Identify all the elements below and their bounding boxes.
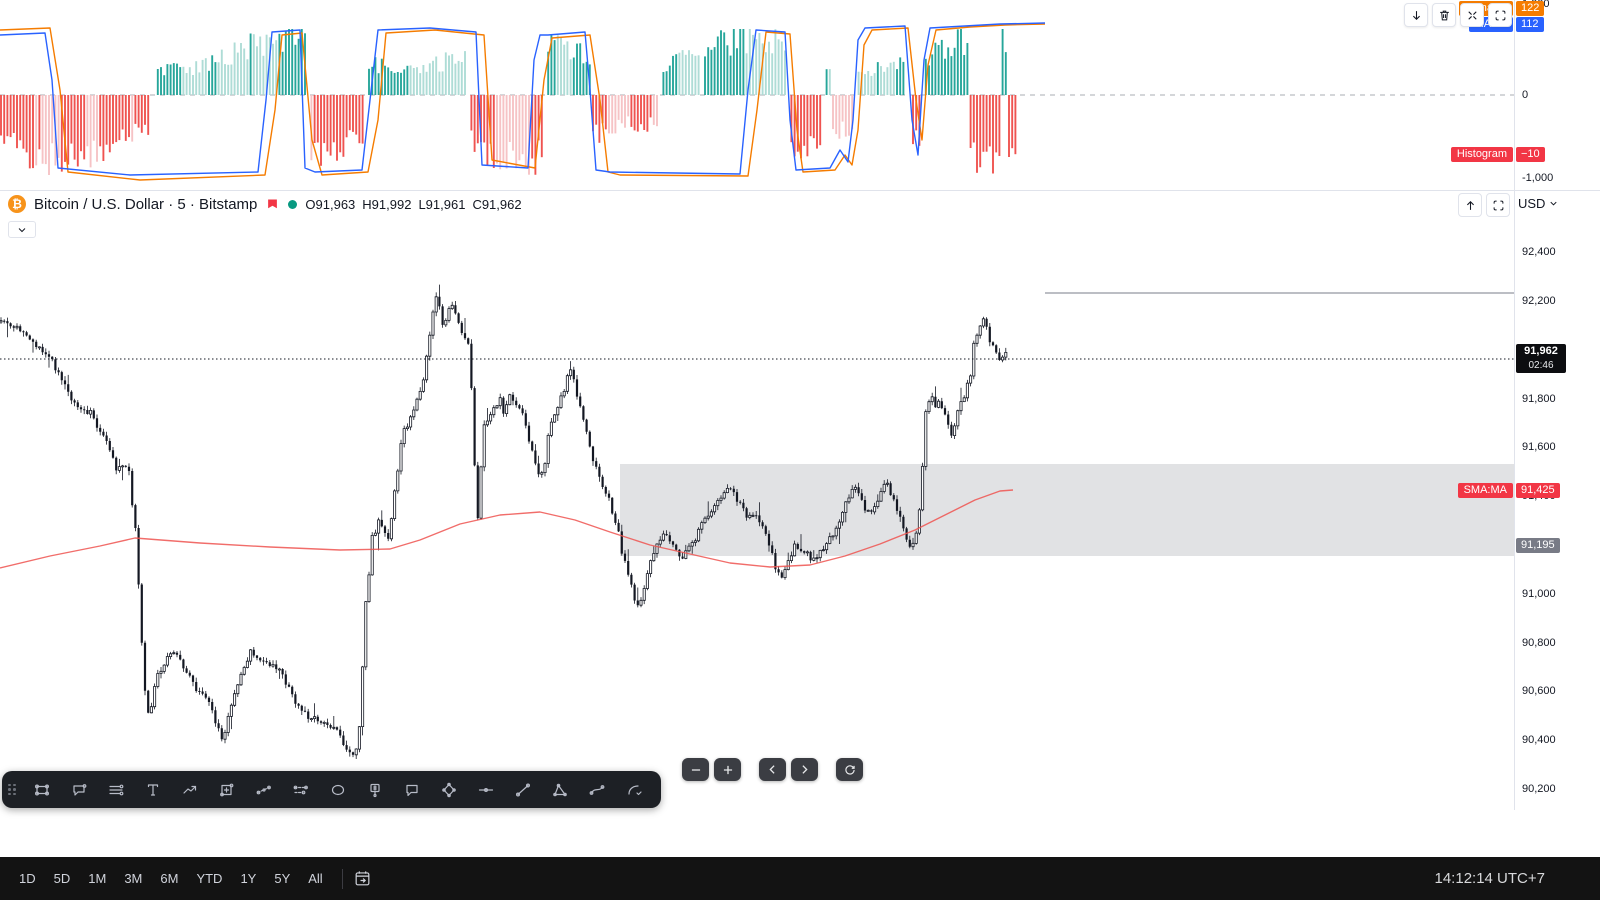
chevron-down-icon: [1550, 201, 1558, 206]
curve-tool[interactable]: [579, 775, 614, 805]
range-button-5d[interactable]: 5D: [53, 871, 71, 886]
trend-line-tool[interactable]: [505, 775, 540, 805]
indicator-scale-tick: -1,000: [1522, 172, 1554, 184]
price-tick: 91,000: [1522, 587, 1556, 600]
range-button-ytd[interactable]: YTD: [196, 871, 223, 886]
signal-line: [0, 23, 1046, 181]
polyline-tool[interactable]: [172, 775, 207, 805]
range-button-1m[interactable]: 1M: [88, 871, 107, 886]
price-tick: 90,600: [1522, 685, 1556, 698]
scroll-right-button[interactable]: [791, 758, 818, 781]
maximize-pane-button[interactable]: [1460, 3, 1484, 27]
zoom-out-button[interactable]: [682, 758, 709, 781]
ohlc-h: H91,992: [362, 196, 412, 212]
price-tick: 90,800: [1522, 636, 1556, 649]
delete-pane-button[interactable]: [1432, 3, 1456, 27]
bar-countdown: 02:46: [1528, 360, 1554, 371]
chart-plot-area[interactable]: [0, 0, 1514, 810]
flag-icon[interactable]: [265, 197, 280, 212]
rectangle-tool[interactable]: [24, 775, 59, 805]
toolbar-drag-handle[interactable]: [8, 783, 16, 796]
ohlc-values: O91,963 H91,992 L91,961 C91,962: [305, 197, 521, 212]
price-axis-separator: [1514, 0, 1515, 810]
symbol-title[interactable]: Bitcoin / U.S. Dollar · 5 · Bitstamp: [34, 195, 258, 213]
time-scale[interactable]: 0015:0018:0021:001303:0006:0009:0012:001…: [0, 810, 1600, 857]
price-label-tool[interactable]: [357, 775, 392, 805]
scroll-left-button[interactable]: [759, 758, 786, 781]
bottom-toolbar: 1D 5D 1M 3M 6M YTD 1Y 5Y All 14:12:14 UTC+7: [0, 857, 1600, 900]
reset-chart-button[interactable]: [836, 758, 863, 781]
range-button-all[interactable]: All: [308, 871, 323, 886]
last-price-label: 91,962 02:46: [1516, 344, 1566, 373]
text-tool[interactable]: [135, 775, 170, 805]
ohlc-c: C91,962: [472, 196, 522, 212]
range-button-5y[interactable]: 5Y: [274, 871, 291, 886]
chart-top-controls: [1458, 193, 1510, 217]
horizontal-line-tool[interactable]: [468, 775, 503, 805]
forecast-tool[interactable]: [246, 775, 281, 805]
price-tick: 92,400: [1522, 246, 1556, 259]
currency-selector[interactable]: USD: [1518, 196, 1559, 211]
pane-separator[interactable]: [0, 190, 1600, 191]
sma-value-box: 91,425: [1516, 483, 1560, 498]
projection-tool[interactable]: [283, 775, 318, 805]
restore-pane-button[interactable]: [1488, 3, 1512, 27]
signal-value-box: 122: [1516, 1, 1545, 16]
macd-line: [0, 22, 1046, 176]
ohlc-o: O91,963: [305, 196, 356, 212]
histogram-label[interactable]: Histogram: [1450, 147, 1513, 162]
price-tick: 92,200: [1522, 294, 1556, 307]
sma-indicator-label[interactable]: SMA:MA: [1457, 483, 1513, 498]
sma-line: [0, 489, 1014, 569]
bitcoin-logo-icon: ₿: [8, 195, 26, 213]
histogram-value-box: −10: [1516, 147, 1545, 162]
drawing-toolbar: [2, 771, 661, 808]
market-status-dot: [288, 199, 298, 209]
pane-control-buttons: [1404, 3, 1512, 27]
zoom-in-button[interactable]: [714, 758, 741, 781]
macd-value-box: 112: [1516, 17, 1544, 32]
price-level-label: 91,195: [1516, 538, 1560, 554]
scroll-up-button[interactable]: [1458, 193, 1482, 217]
triangle-tool[interactable]: [542, 775, 577, 805]
ellipse-tool[interactable]: [320, 775, 355, 805]
range-button-1y[interactable]: 1Y: [240, 871, 257, 886]
pattern-tool[interactable]: [209, 775, 244, 805]
footer-divider: [341, 868, 343, 889]
arc-tool[interactable]: [616, 775, 651, 805]
range-button-3m[interactable]: 3M: [124, 871, 143, 886]
price-tick: 90,400: [1522, 734, 1556, 747]
date-range-buttons: 1D 5D 1M 3M 6M YTD 1Y 5Y All: [10, 866, 332, 891]
range-button-6m[interactable]: 6M: [160, 871, 179, 886]
legend-expand-button[interactable]: [8, 221, 36, 238]
parallel-channel-tool[interactable]: [98, 775, 133, 805]
chart-navigation-controls: [682, 758, 863, 781]
go-to-date-button[interactable]: [353, 869, 372, 888]
maximize-chart-button[interactable]: [1486, 193, 1510, 217]
polygon-tool[interactable]: [431, 775, 466, 805]
price-tick: 91,600: [1522, 441, 1556, 454]
callout-tool[interactable]: [61, 775, 96, 805]
range-button-1d[interactable]: 1D: [19, 871, 36, 886]
symbol-legend: ₿ Bitcoin / U.S. Dollar · 5 · Bitstamp O…: [8, 195, 522, 213]
session-clock: 14:12:14 UTC+7: [1434, 870, 1546, 887]
ohlc-l: L91,961: [418, 196, 466, 212]
indicator-scale-tick: 0: [1522, 89, 1529, 101]
move-pane-down-button[interactable]: [1404, 3, 1428, 27]
price-tick: 90,200: [1522, 782, 1556, 795]
price-tick: 91,800: [1522, 392, 1556, 405]
drawn-rectangle-zone: [620, 464, 1514, 556]
comment-tool[interactable]: [394, 775, 429, 805]
